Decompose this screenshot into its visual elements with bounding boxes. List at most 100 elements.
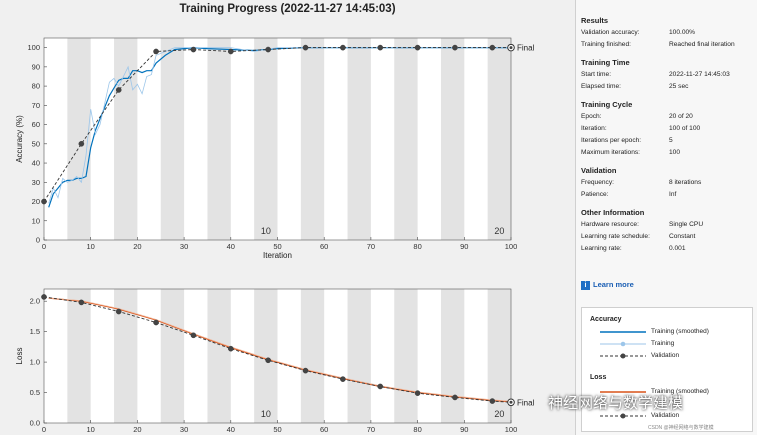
y-tick-label: 20 — [32, 197, 40, 206]
epoch-band — [440, 289, 465, 423]
epoch-band — [114, 38, 138, 240]
info-key: Frequency: — [581, 179, 614, 186]
info-value: Single CPU — [669, 221, 704, 228]
validation-point — [78, 299, 85, 306]
epoch-band — [347, 289, 371, 423]
x-tick-label: 50 — [273, 242, 281, 251]
info-key: Hardware resource: — [581, 221, 639, 228]
info-value: Constant — [669, 233, 696, 240]
legend-loss-swatches — [600, 391, 646, 419]
legend-acc-smoothed-label: Training (smoothed) — [651, 328, 709, 335]
epoch-band — [487, 38, 511, 240]
epoch-band — [300, 289, 325, 423]
info-key: Elapsed time: — [581, 83, 621, 90]
info-key: Iteration: — [581, 125, 607, 132]
validation-point — [340, 376, 346, 382]
learn-more-link[interactable]: i Learn more — [581, 280, 634, 290]
epoch-band — [160, 38, 185, 240]
results-heading: Results — [581, 16, 609, 25]
page-title: Training Progress (2022-11-27 14:45:03) — [179, 3, 396, 15]
epoch-band — [254, 38, 278, 240]
epoch-band — [300, 38, 325, 240]
validation-point — [190, 46, 197, 53]
epoch-band — [160, 289, 185, 423]
validation-point — [78, 141, 85, 147]
validation-point — [340, 44, 346, 51]
x-tick-label: 100 — [505, 242, 518, 251]
y-tick-label: 0 — [36, 236, 40, 245]
y-tick-label: 0.5 — [30, 388, 40, 397]
legend-marker-acc-training — [620, 341, 626, 347]
series-line-training-smoothed — [48, 297, 512, 403]
series-line-validation — [43, 47, 511, 202]
legend-loss-validation-label: Validation — [651, 412, 680, 419]
plot-frame — [43, 288, 512, 424]
x-tick-label: 20 — [133, 242, 141, 251]
epoch-band — [347, 38, 371, 240]
validation-point — [414, 390, 421, 396]
info-value: 0.001 — [669, 245, 686, 252]
legend-accuracy-swatches — [600, 331, 646, 359]
y-tick-label: 30 — [32, 178, 40, 187]
validation-point — [414, 44, 421, 51]
watermark-text: 神经网络与数学建模 — [548, 395, 684, 412]
plot-frame — [43, 37, 512, 241]
epoch-band — [114, 289, 138, 423]
x-tick-label: 40 — [227, 242, 235, 251]
info-value: 100 of 100 — [669, 125, 701, 132]
info-value: 2022-11-27 14:45:03 — [669, 71, 730, 78]
epoch-label: 10 — [261, 409, 271, 419]
validation-point — [452, 44, 458, 51]
epoch-band — [394, 289, 418, 423]
epoch-band — [254, 289, 278, 423]
plot-area: Training Progress (2022-11-27 14:45:03) … — [0, 0, 575, 435]
validation-point — [115, 308, 122, 315]
validation-point — [489, 44, 496, 51]
validation-point — [302, 367, 309, 374]
legend-accuracy-heading: Accuracy — [590, 316, 622, 323]
epoch-label: 20 — [494, 226, 504, 236]
epoch-band — [207, 38, 231, 240]
info-value: 5 — [669, 137, 673, 144]
y-tick-label: 100 — [27, 43, 40, 52]
y-tick-label: 70 — [32, 101, 40, 110]
info-value: 100 — [669, 149, 681, 156]
validation-heading: Validation — [581, 166, 617, 175]
validation-point — [153, 48, 159, 55]
info-key: Iterations per epoch: — [581, 137, 642, 144]
y-tick-label: 50 — [32, 139, 40, 148]
x-axis-label: Iteration — [263, 251, 292, 260]
watermark-caption: CSDN @神经网络与数学建模 — [648, 425, 714, 431]
info-key: Training finished: — [581, 41, 631, 48]
legend-panel: Accuracy Training (smoothed) Training Va… — [581, 307, 753, 432]
info-value: Reached final iteration — [669, 41, 735, 48]
x-tick-label: 80 — [413, 425, 421, 434]
x-tick-label: 100 — [505, 425, 518, 434]
x-tick-label: 10 — [87, 242, 95, 251]
validation-point — [153, 319, 159, 326]
y-tick-label: 40 — [32, 159, 40, 168]
info-value: 8 iterations — [669, 179, 702, 186]
y-tick-label: 0.0 — [30, 419, 40, 428]
y-axis-label: Accuracy (%) — [15, 115, 24, 163]
epoch-band — [67, 289, 91, 423]
epoch-label: 10 — [261, 226, 271, 236]
validation-point — [41, 198, 47, 205]
y-tick-label: 90 — [32, 62, 40, 71]
validation-point — [489, 398, 496, 404]
info-key: Learning rate schedule: — [581, 233, 650, 240]
loss-chart: 0.00.51.01.52.00102030405060708090100Ite… — [15, 288, 535, 435]
info-value: 20 of 20 — [669, 113, 693, 120]
info-key: Validation accuracy: — [581, 29, 640, 36]
validation-point — [115, 87, 122, 93]
final-point-center — [509, 400, 513, 404]
y-tick-label: 2.0 — [30, 297, 40, 306]
info-panel: Results Validation accuracy: 100.00% Trai… — [575, 0, 757, 435]
epoch-band — [67, 38, 91, 240]
info-key: Learning rate: — [581, 245, 622, 252]
info-key: Start time: — [581, 71, 612, 78]
validation-point — [377, 383, 384, 390]
info-value: 25 sec — [669, 83, 689, 90]
series-line-training — [48, 297, 512, 402]
info-value: Inf — [669, 191, 677, 198]
